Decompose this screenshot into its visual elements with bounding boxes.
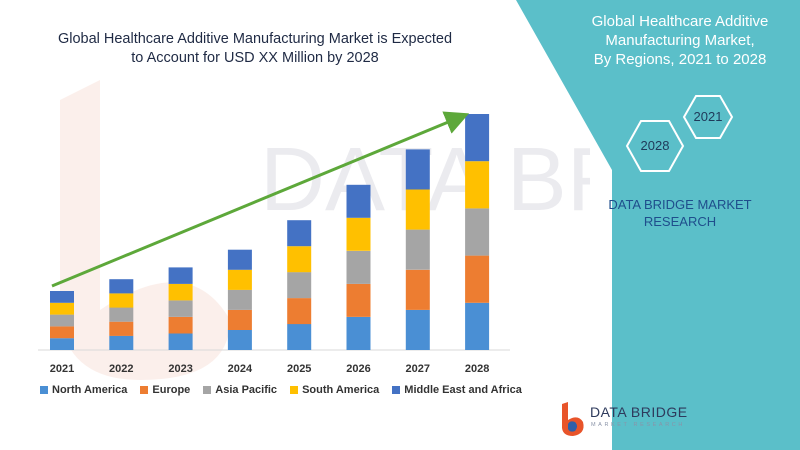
bar-2024-middle-east-and-africa <box>227 249 252 270</box>
legend-label: Europe <box>152 384 191 396</box>
chart-title: Global Healthcare Additive Manufacturing… <box>20 30 490 68</box>
bar-2028-south-america <box>465 161 490 209</box>
bar-2026-middle-east-and-africa <box>346 184 371 218</box>
legend-item-middle-east-and-africa: Middle East and Africa <box>392 384 522 396</box>
bar-2023-asia-pacific <box>168 300 193 317</box>
bar-2024-asia-pacific <box>227 289 252 310</box>
bar-2021-europe <box>50 326 74 339</box>
x-tick-labels: 2021 2022 2023 2024 2025 2026 2027 2028 <box>50 363 490 375</box>
bar-2028-north-america <box>465 302 490 350</box>
x-tick-label: 2025 <box>287 363 311 375</box>
bar-2021-asia-pacific <box>50 314 74 327</box>
x-tick-label: 2027 <box>406 363 430 375</box>
bar-2022-south-america <box>109 293 134 308</box>
x-tick-label: 2023 <box>168 363 192 375</box>
x-tick-label: 2024 <box>228 363 253 375</box>
bar-2025-north-america <box>287 324 312 350</box>
bar-2021-north-america <box>50 338 74 350</box>
bar-2026-south-america <box>346 217 371 251</box>
legend-label: South America <box>302 384 380 396</box>
bar-2024-north-america <box>227 329 252 350</box>
legend: North America Europe Asia Pacific South Ame… <box>40 384 535 396</box>
bar-2027-south-america <box>405 189 430 230</box>
bar-2025-europe <box>287 298 312 325</box>
bar-2022-north-america <box>109 335 134 350</box>
bar-2023-middle-east-and-africa <box>168 267 193 284</box>
bar-2028-middle-east-and-africa <box>465 114 490 162</box>
bar-2027-north-america <box>405 309 430 350</box>
legend-label: North America <box>52 384 128 396</box>
stacked-bar-chart: 2021 2022 2023 2024 2025 2026 2027 2028 <box>38 111 510 375</box>
bar-2021-south-america <box>50 302 74 315</box>
x-tick-label: 2028 <box>465 363 489 375</box>
x-tick-label: 2026 <box>346 363 370 375</box>
panel-title-line-3: By Regions, 2021 to 2028 <box>593 51 767 68</box>
hex-label-2021: 2021 <box>693 109 723 124</box>
panel-title: Global Healthcare Additive Manufacturing… <box>565 12 795 69</box>
x-tick-label: 2021 <box>50 363 74 375</box>
legend-item-north-america: North America <box>40 384 127 396</box>
bar-2022-europe <box>109 321 134 336</box>
legend-swatch <box>392 386 401 394</box>
chart-title-line-1: Global Healthcare Additive Manufacturing… <box>57 31 453 47</box>
trend-arrow <box>51 111 470 288</box>
bar-2023-south-america <box>168 283 193 301</box>
panel-brand-text: DATA BRIDGE MARKET RESEARCH <box>605 196 755 230</box>
panel-brand-line-2: RESEARCH <box>643 214 717 229</box>
legend-item-europe: Europe <box>140 384 190 396</box>
bar-2022-middle-east-and-africa <box>109 279 134 294</box>
bar-2027-middle-east-and-africa <box>405 149 430 190</box>
x-tick-label: 2022 <box>109 363 133 375</box>
legend-swatch <box>40 386 48 394</box>
logo-name: DATA BRIDGE <box>590 404 688 420</box>
bar-2025-asia-pacific <box>287 272 312 299</box>
legend-swatch <box>290 386 299 394</box>
legend-swatch <box>203 386 212 394</box>
bar-2021-middle-east-and-africa <box>50 291 74 303</box>
legend-swatch <box>140 386 149 394</box>
bar-2028-asia-pacific <box>465 208 490 256</box>
bar-2023-europe <box>168 317 193 334</box>
bar-2022-asia-pacific <box>109 307 134 322</box>
logo-subtitle: MARKET RESEARCH <box>591 422 685 428</box>
legend-label: Asia Pacific <box>215 384 278 396</box>
bar-2024-south-america <box>227 269 252 290</box>
bar-2026-asia-pacific <box>346 250 371 284</box>
bar-2025-south-america <box>287 246 312 273</box>
bar-2025-middle-east-and-africa <box>287 220 312 247</box>
bar-2027-asia-pacific <box>405 229 430 270</box>
brand-logo: DATA BRIDGE MARKET RESEARCH <box>558 400 748 440</box>
bar-2026-europe <box>346 283 371 317</box>
chart-title-line-2: to Account for USD XX Million by 2028 <box>131 50 379 66</box>
legend-label: Middle East and Africa <box>404 384 522 396</box>
brand-logo-icon <box>562 402 584 436</box>
bar-2027-europe <box>405 269 430 310</box>
bar-2028-europe <box>465 255 490 303</box>
panel-title-line-2: Manufacturing Market, <box>605 32 755 49</box>
bar-2023-north-america <box>168 333 193 350</box>
panel-brand-line-1: DATA BRIDGE MARKET <box>608 197 752 212</box>
legend-item-asia-pacific: Asia Pacific <box>203 384 277 396</box>
bar-2024-europe <box>227 309 252 330</box>
bar-2026-north-america <box>346 317 371 350</box>
hex-label-2028: 2028 <box>640 138 670 153</box>
panel-title-line-1: Global Healthcare Additive <box>591 13 769 30</box>
legend-item-south-america: South America <box>290 384 379 396</box>
bars-group <box>50 114 490 350</box>
